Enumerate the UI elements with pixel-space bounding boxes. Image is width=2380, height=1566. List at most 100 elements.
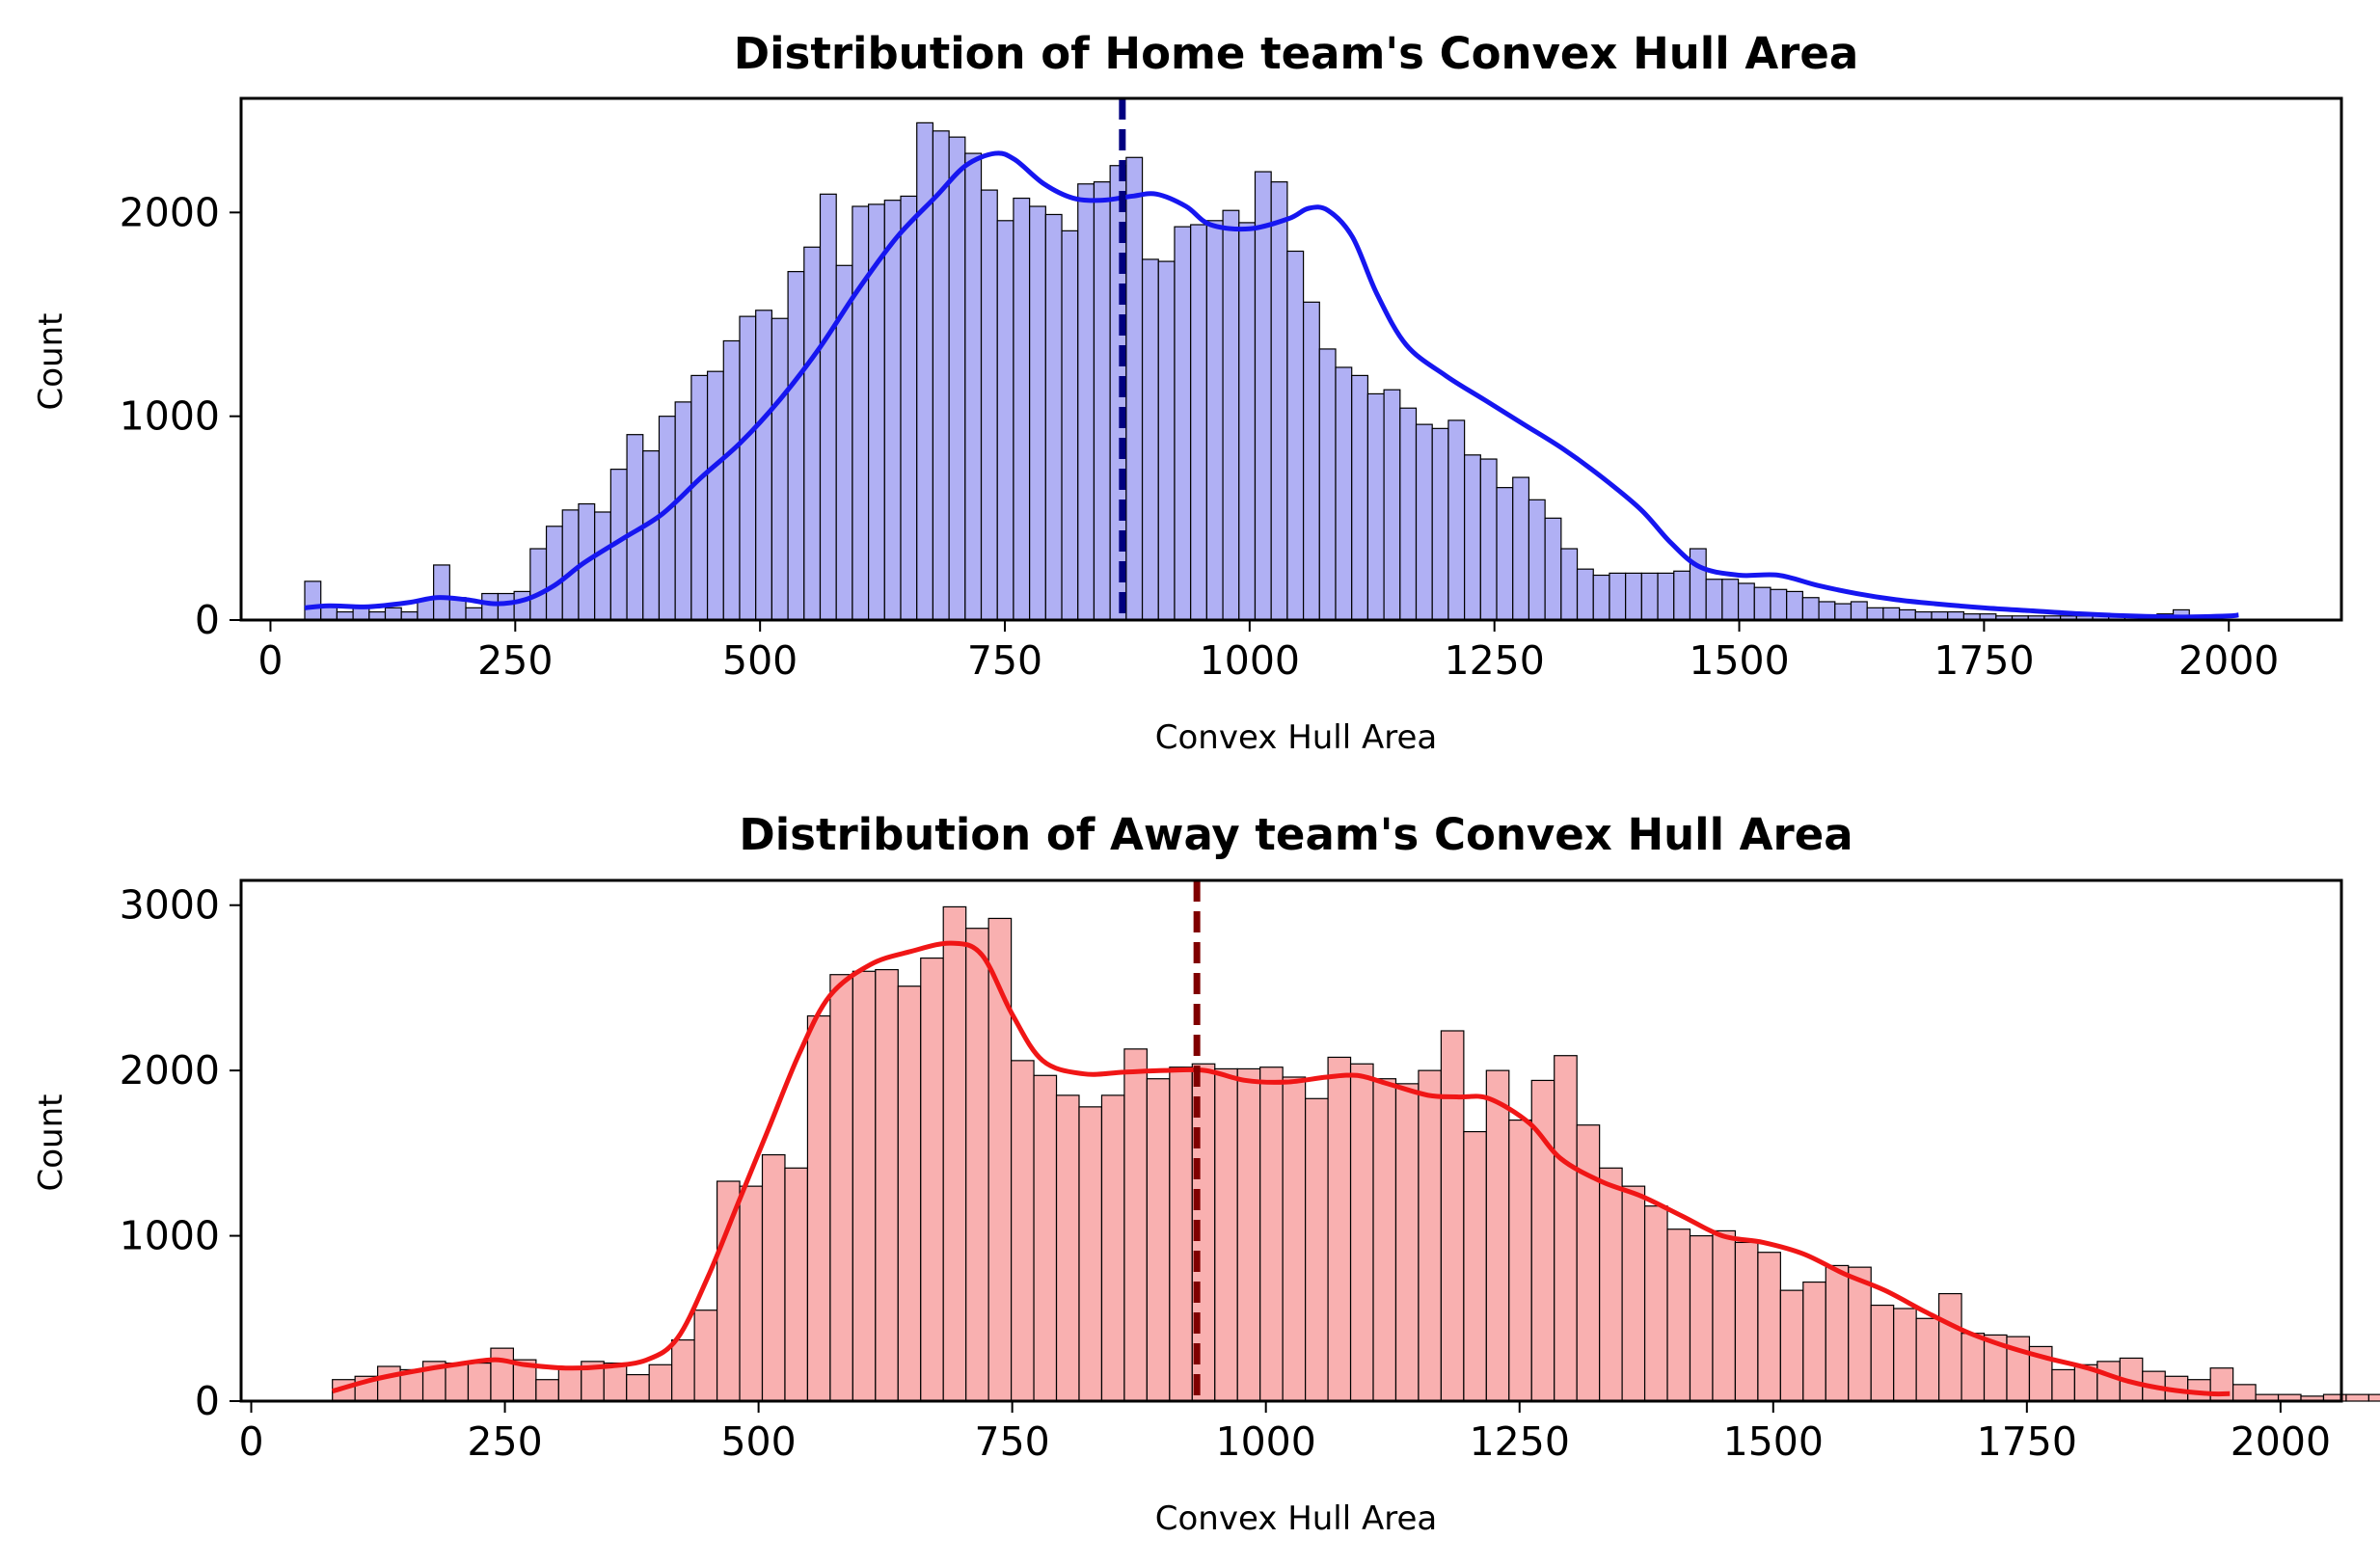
home-bar (706, 370, 724, 621)
home-bar (1882, 607, 1901, 621)
away-bar (1508, 1119, 1532, 1402)
home-bar (964, 152, 983, 621)
away-bar (1734, 1241, 1759, 1402)
home-bar (1528, 499, 1546, 621)
away-bar (1915, 1317, 1940, 1402)
away-y-tick-label: 3000 (120, 882, 220, 929)
away-bar (1666, 1228, 1691, 1402)
away-x-tick-label: 250 (467, 1418, 542, 1465)
home-bar (883, 200, 902, 621)
home-bar (1512, 476, 1530, 621)
home-bar (1496, 487, 1514, 621)
away-x-tick-label: 750 (975, 1418, 1050, 1465)
away-x-tick-label: 0 (238, 1418, 263, 1465)
home-bar (1205, 220, 1224, 621)
away-bar (1214, 1067, 1238, 1402)
away-bar (761, 1153, 786, 1402)
home-bar (1737, 582, 1755, 621)
away-bar (1418, 1069, 1443, 1402)
home-bar (1657, 572, 1675, 621)
away-bar (1961, 1333, 1986, 1402)
away-bar (1236, 1067, 1261, 1402)
home-y-ticks: 0 1000 2000 (120, 189, 241, 643)
home-bar (1125, 156, 1144, 621)
away-bar (648, 1364, 673, 1402)
home-bar (1834, 603, 1853, 621)
home-bar (1801, 597, 1820, 621)
home-bar (1721, 579, 1740, 621)
home-bar (1174, 226, 1192, 621)
away-bar (1010, 1060, 1035, 1402)
away-bar (1938, 1292, 1962, 1402)
home-bar (1302, 301, 1320, 621)
away-bar (603, 1362, 628, 1402)
away-bar (2367, 1393, 2380, 1402)
away-bar (897, 986, 922, 1402)
away-x-tick-label: 500 (720, 1418, 796, 1465)
away-bar (965, 928, 989, 1402)
home-bar (545, 526, 563, 621)
away-bar (1712, 1229, 1737, 1402)
home-bar (304, 580, 322, 621)
away-bar (2345, 1393, 2370, 1402)
home-bar (1464, 454, 1481, 621)
away-bar (1169, 1066, 1193, 1402)
home-y-tick-label: 2000 (120, 189, 220, 235)
home-bar (1077, 183, 1095, 621)
away-x-tick-label: 1500 (1723, 1418, 1824, 1465)
away-bar (1779, 1289, 1804, 1402)
home-bar (1222, 209, 1240, 621)
home-bar (1366, 392, 1385, 621)
away-y-ticks: 0 1000 2000 3000 (120, 882, 241, 1424)
away-bar (535, 1379, 559, 1402)
home-bar (1673, 570, 1691, 621)
away-y-tick-label: 1000 (120, 1213, 220, 1259)
home-bar (1770, 588, 1788, 621)
home-x-tick-label: 0 (257, 637, 283, 684)
away-bar (852, 970, 877, 1402)
away-x-axis-label: Convex Hull Area (1155, 1499, 1438, 1538)
home-bar (1383, 389, 1401, 621)
home-y-tick-label: 1000 (120, 393, 220, 440)
away-bar (1394, 1083, 1420, 1402)
away-bar (1349, 1063, 1374, 1402)
away-bar (490, 1347, 515, 1402)
home-bar (1705, 579, 1723, 621)
home-x-tick-label: 1750 (1934, 637, 2034, 684)
away-bar (739, 1185, 764, 1402)
home-bar (352, 607, 370, 621)
away-chart-title: Distribution of Away team's Convex Hull … (739, 809, 1853, 860)
away-bar (671, 1338, 695, 1402)
home-bar (1254, 171, 1272, 621)
away-bar (1802, 1281, 1826, 1402)
home-bar (1141, 258, 1159, 621)
home-bar (739, 315, 757, 621)
home-x-tick-label: 250 (477, 637, 553, 684)
home-bar (787, 271, 805, 621)
away-bar (1259, 1066, 1284, 1402)
away-x-ticks: 0 250 500 750 1000 1250 1500 1750 2000 (238, 1401, 2331, 1465)
home-bar (932, 130, 950, 621)
away-bars (332, 905, 2380, 1402)
away-bar (467, 1362, 492, 1402)
away-bar (557, 1367, 582, 1402)
away-bar (626, 1373, 650, 1402)
home-bar (1431, 427, 1449, 621)
away-bar (1305, 1097, 1329, 1402)
home-bar (1157, 260, 1176, 621)
home-bar (948, 136, 966, 621)
away-bar (1055, 1094, 1080, 1402)
home-bar (1866, 607, 1884, 621)
away-y-axis-label: Count (32, 1094, 70, 1192)
home-x-tick-label: 500 (722, 637, 798, 684)
home-bar (819, 193, 837, 621)
home-bar (1625, 572, 1642, 621)
home-y-tick-label: 0 (195, 597, 220, 643)
home-bar (1544, 517, 1562, 621)
home-bar (1592, 574, 1610, 621)
home-bar (1029, 205, 1046, 621)
home-bar (561, 509, 580, 621)
home-kde-line (304, 150, 2239, 620)
away-bar (1146, 1078, 1171, 1402)
